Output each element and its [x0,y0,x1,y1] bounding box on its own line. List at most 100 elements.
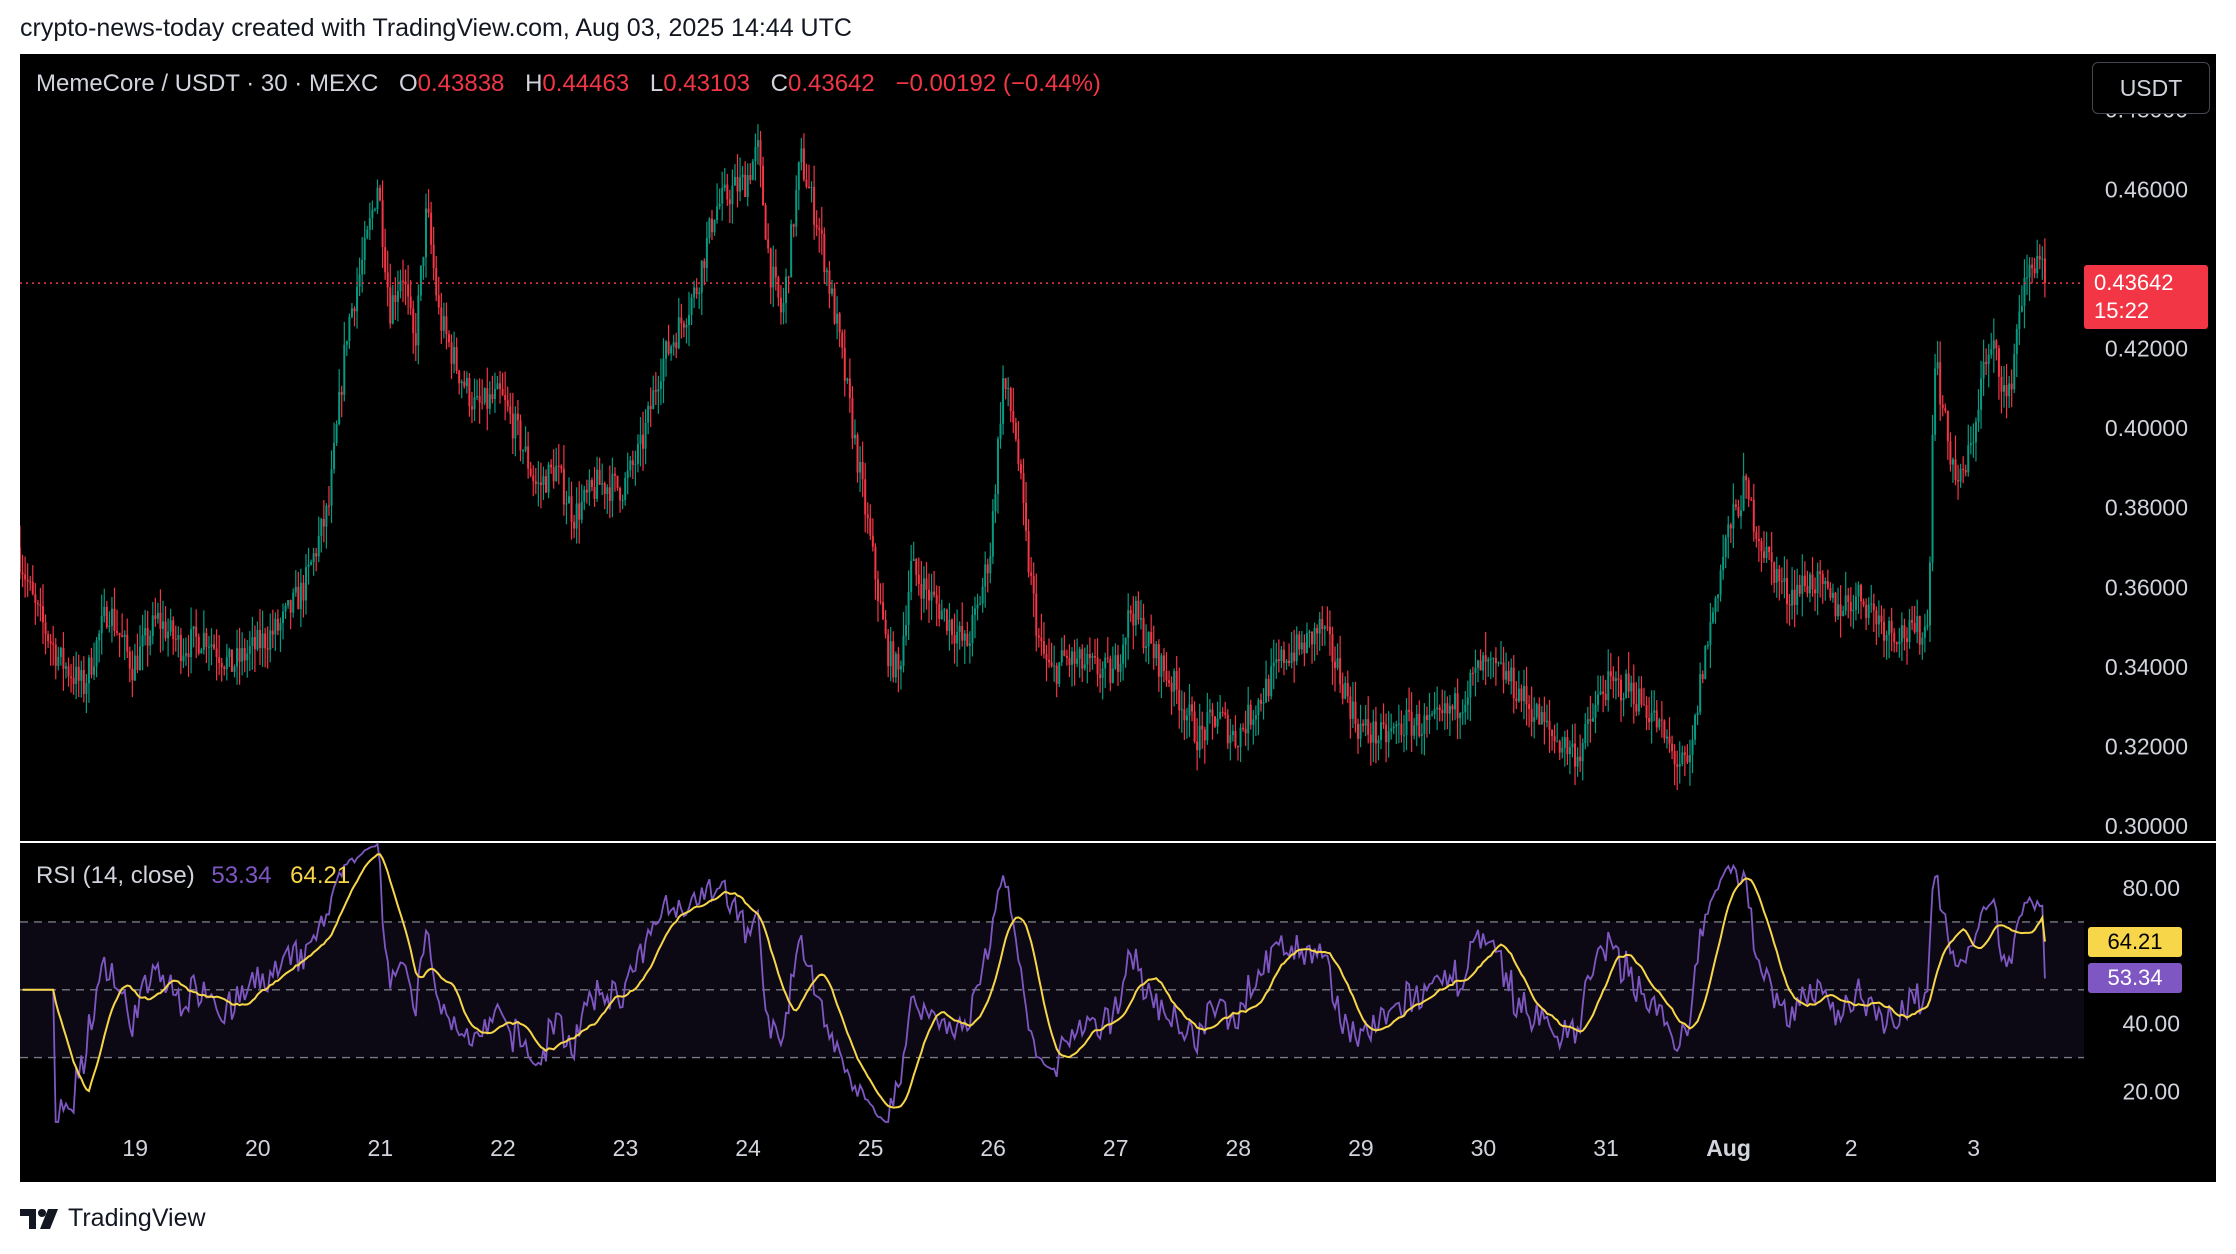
candle-body [1489,658,1492,660]
candle-body [248,646,251,654]
candle-body [1224,712,1227,715]
candle-body [269,630,272,650]
candle-body [1806,586,1809,594]
candle-body [1374,721,1377,744]
candle-body [1318,619,1321,634]
candle-body [1382,722,1385,725]
candle-body [327,505,330,507]
candle-body [733,176,736,186]
candle-body [1369,734,1372,743]
candle-body [1837,604,1840,617]
chart-canvas[interactable]: 0.480000.460000.420000.400000.380000.360… [20,54,2216,1182]
candle-body [555,465,558,482]
high-value: 0.44463 [542,70,630,97]
candle-body [1326,626,1329,628]
candle-body [514,413,517,439]
candle-body [1576,756,1579,767]
candle-body [1796,584,1799,605]
candle-body [1068,658,1071,665]
candle-body [1801,575,1804,594]
candle-body [1860,584,1863,602]
candle-body [407,284,410,297]
candle-body [938,603,941,620]
candle-body [1152,643,1155,659]
candle-body [756,140,759,148]
candle-body [1671,743,1674,752]
candle-body [1814,589,1817,594]
candle-body [276,618,279,631]
candle-body [1385,724,1388,743]
candle-body [1668,736,1671,744]
candle-body [1484,655,1487,662]
candle-body [1699,674,1702,713]
candle-body [417,295,420,346]
candle-body [458,370,461,384]
candle-body [218,657,221,663]
candle-body [340,391,343,395]
candle-body [136,655,139,670]
candle-body [1686,755,1689,763]
candle-body [1918,616,1921,645]
candle-body [509,406,512,414]
candle-body [1058,662,1061,684]
candle-body [800,148,803,163]
candle-body [47,634,50,641]
candle-body [1997,348,2000,377]
candle-body [1231,730,1234,736]
candle-body [1425,715,1428,720]
candle-body [1530,708,1533,722]
candle-body [80,670,83,681]
change-value: −0.00192 (−0.44%) [895,70,1101,97]
candle-body [777,277,780,298]
candle-body [1293,652,1296,662]
candle-body [751,161,754,180]
candle-body [1760,541,1763,552]
candle-body [1438,707,1441,711]
candle-body [1972,442,1975,444]
candle-body [1316,628,1319,634]
candle-body [915,559,918,575]
candle-body [659,381,662,389]
candle-body [1267,678,1270,697]
candle-body [1104,657,1107,669]
candle-body [396,291,399,302]
candle-body [550,464,553,468]
time-axis-label: 2 [1845,1135,1858,1161]
candle-body [59,647,62,657]
chart-panel[interactable]: 0.480000.460000.420000.400000.380000.360… [20,54,2216,1182]
low-value: 0.43103 [663,70,750,97]
candle-body [2010,383,2013,390]
candle-body [402,280,405,282]
candle-body [1492,657,1495,659]
candle-body [1951,459,1954,465]
candle-body [1609,671,1612,677]
currency-button[interactable]: USDT [2092,62,2210,114]
candle-body [1436,707,1439,710]
candle-body [271,630,274,635]
candle-body [205,632,208,647]
candle-body [728,199,731,205]
candle-body [588,480,591,493]
candle-body [611,473,614,501]
candle-body [1002,378,1005,424]
time-axis-label: 29 [1348,1135,1374,1161]
candle-body [1226,714,1229,744]
time-axis-label: 26 [980,1135,1006,1161]
candle-body [447,334,450,343]
candle-body [116,630,119,633]
time-axis-label: 30 [1471,1135,1497,1161]
candle-body [943,609,946,611]
candle-body [892,641,895,678]
candle-body [859,461,862,473]
candle-body [1219,711,1222,719]
candle-body [1803,575,1806,587]
candle-body [430,212,433,245]
candle-body [677,317,680,349]
rsi-line [22,842,2046,1123]
candle-body [190,629,193,658]
candle-body [2013,354,2016,390]
candle-body [1637,688,1640,712]
candle-body [320,518,323,537]
candle-body [1676,764,1679,767]
candle-body [644,422,647,449]
